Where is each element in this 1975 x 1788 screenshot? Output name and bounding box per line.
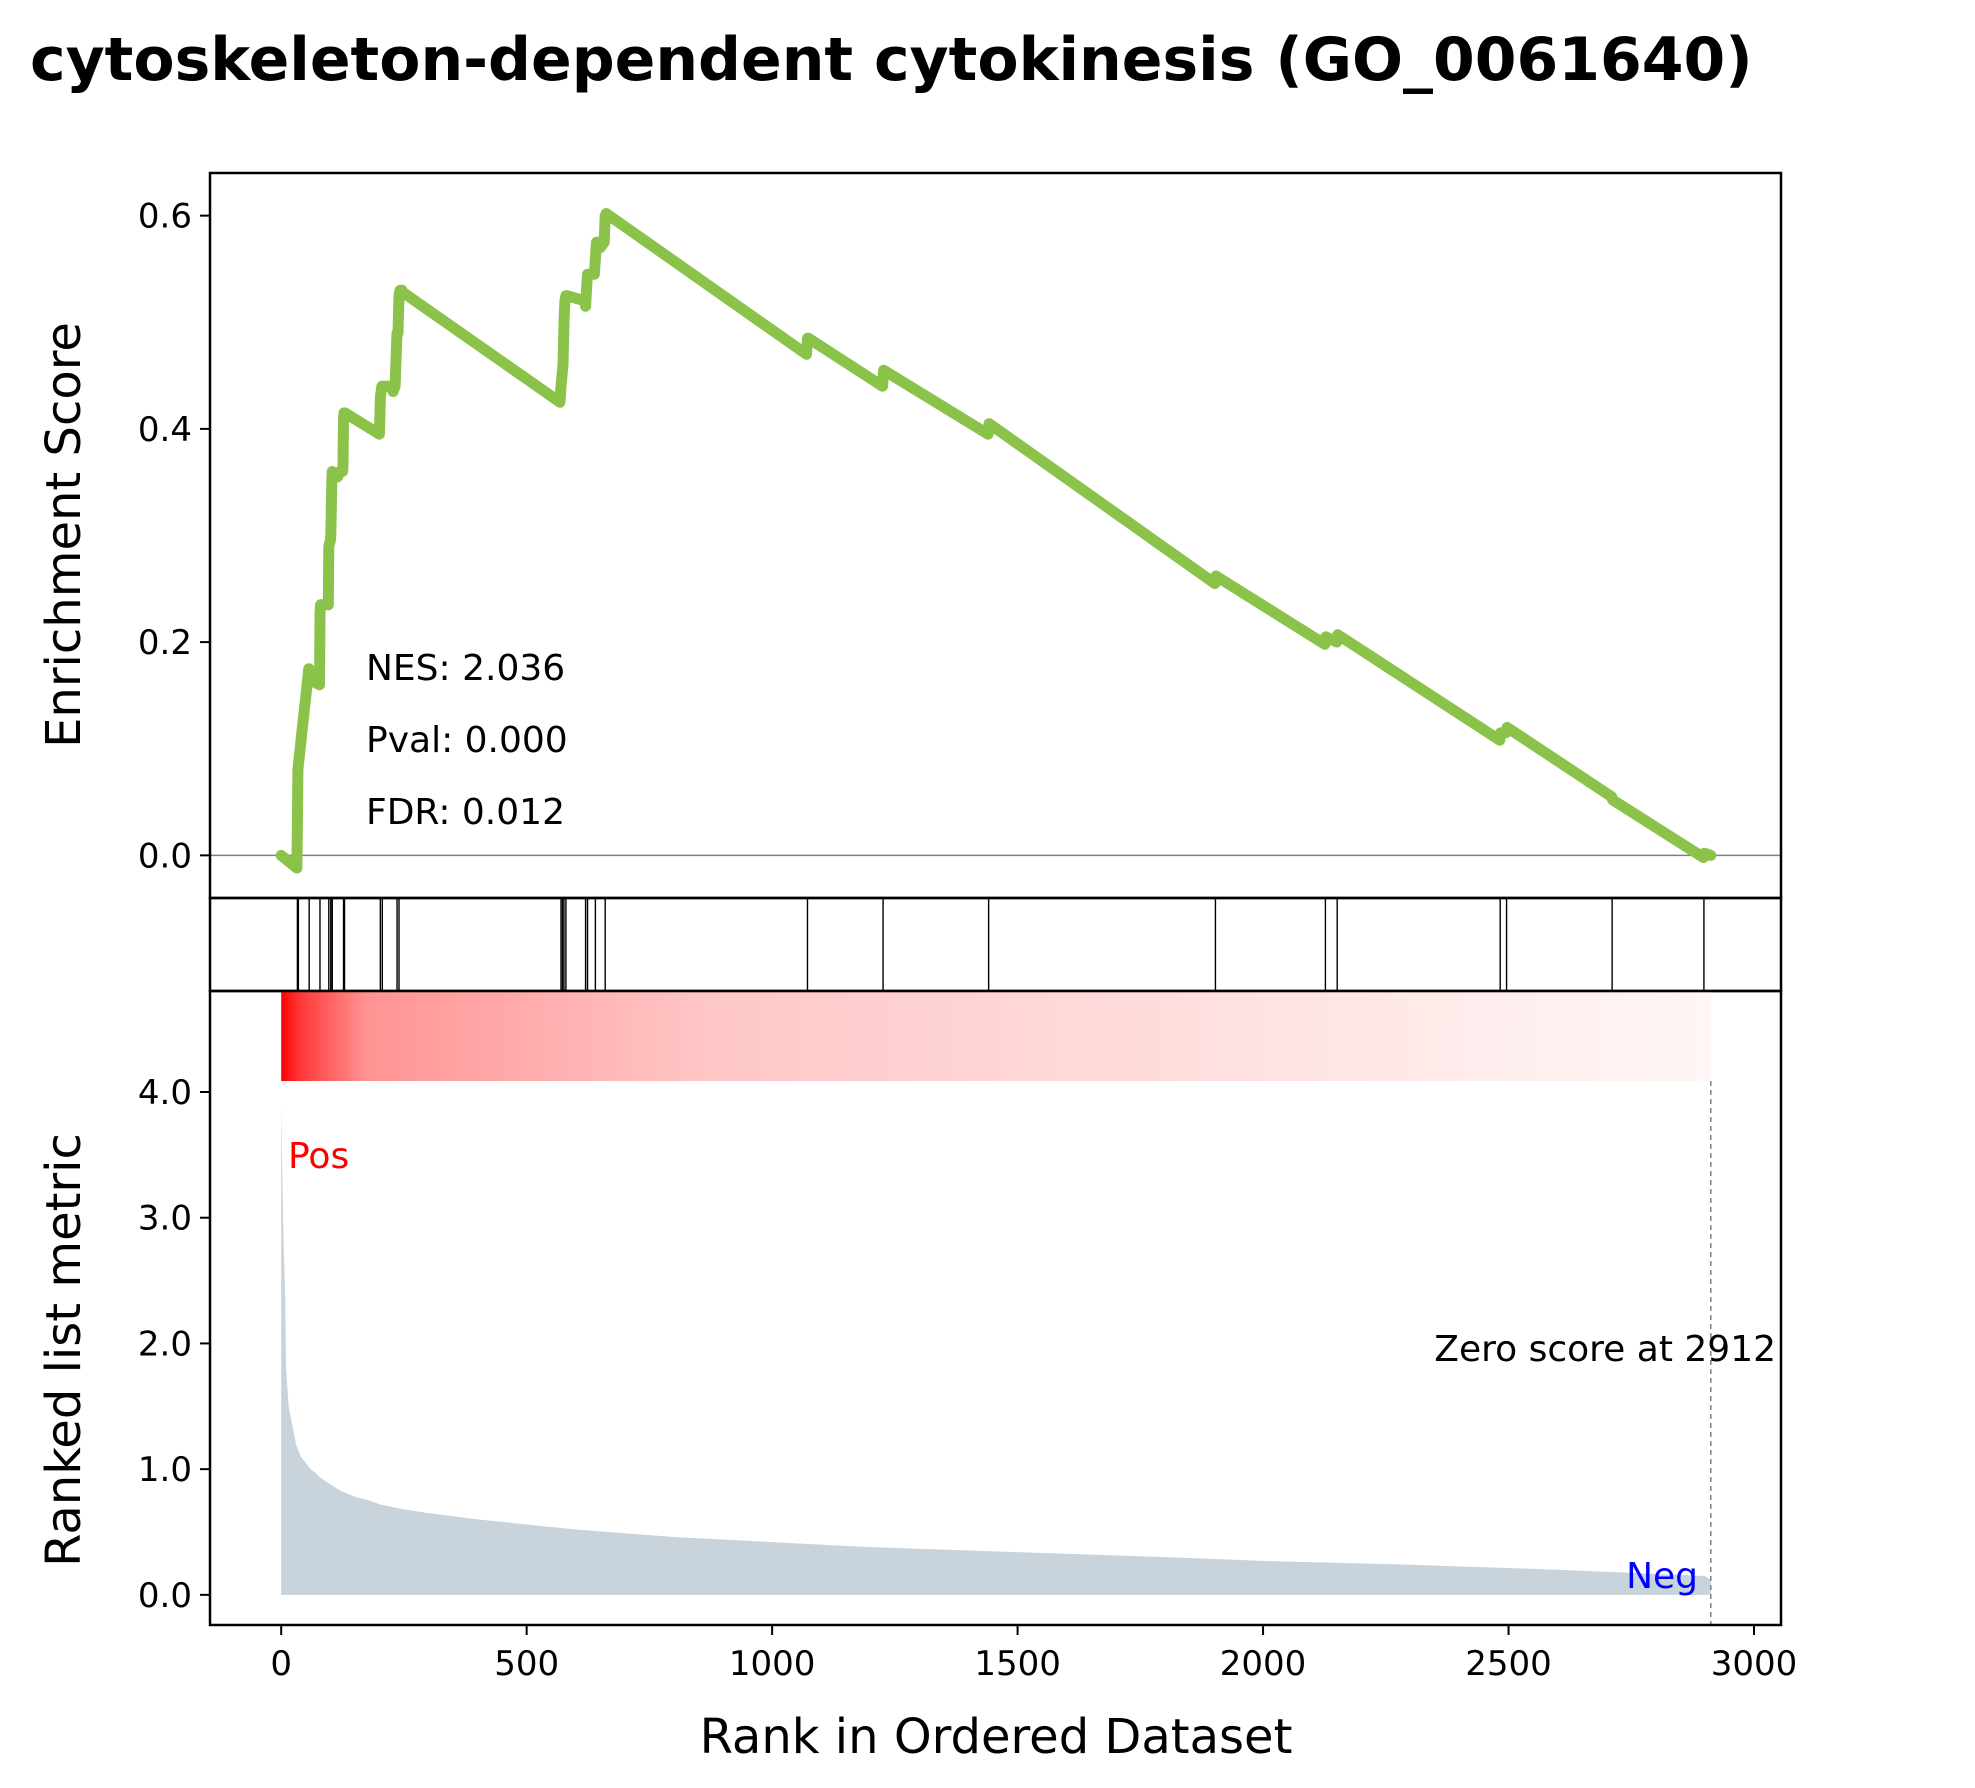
nes-stat: NES: 2.036 xyxy=(366,648,565,689)
es-y-tick-label: 0.2 xyxy=(138,623,192,663)
ranked-y-tick-label: 0.0 xyxy=(138,1576,192,1616)
x-axis-label: Rank in Ordered Dataset xyxy=(700,1709,1293,1765)
ranked-y-tick-label: 2.0 xyxy=(138,1324,192,1364)
gene-hits-panel xyxy=(208,896,1783,993)
x-tick-label: 2000 xyxy=(1220,1644,1307,1684)
ranked-y-tick-label: 1.0 xyxy=(138,1450,192,1490)
es-y-tick-label: 0.6 xyxy=(138,197,192,237)
neg-label: Neg xyxy=(1626,1556,1698,1597)
ranked-panel-frame xyxy=(208,989,1783,1627)
es-y-tick-label: 0.4 xyxy=(138,410,192,450)
ranked-metric-panel: Pos Neg Zero score at 2912 0.0 1.0 2.0 3.0 4… xyxy=(138,989,1783,1627)
zero-score-note: Zero score at 2912 xyxy=(1434,1329,1776,1370)
pos-label: Pos xyxy=(288,1136,349,1177)
fdr-stat: FDR: 0.012 xyxy=(366,792,565,833)
ranked-y-tick-label: 3.0 xyxy=(138,1199,192,1239)
es-y-axis-label: Enrichment Score xyxy=(36,322,92,748)
chart-title: cytoskeleton-dependent cytokinesis (GO_0… xyxy=(30,25,1753,95)
x-tick-label: 0 xyxy=(270,1644,292,1684)
ranked-y-ticks: 0.0 1.0 2.0 3.0 4.0 xyxy=(138,1073,210,1616)
es-curve xyxy=(275,208,1717,874)
ranked-y-tick-label: 4.0 xyxy=(138,1073,192,1113)
x-tick-label: 2500 xyxy=(1465,1644,1552,1684)
x-tick-label: 3000 xyxy=(1711,1644,1798,1684)
hits-panel-frame xyxy=(208,896,1783,993)
ranked-y-axis-label: Ranked list metric xyxy=(36,1133,92,1567)
x-tick-label: 500 xyxy=(494,1644,559,1684)
ranked-metric-area xyxy=(281,1104,1711,1595)
hit-lines xyxy=(296,898,1705,991)
x-axis-ticks: 0 500 1000 1500 2000 2500 3000 xyxy=(270,1625,1797,1684)
es-y-ticks: 0.0 0.2 0.4 0.6 xyxy=(138,197,210,876)
pval-stat: Pval: 0.000 xyxy=(366,720,568,761)
es-panel-frame xyxy=(208,171,1783,900)
x-tick-label: 1000 xyxy=(729,1644,816,1684)
x-tick-label: 1500 xyxy=(974,1644,1061,1684)
es-y-tick-label: 0.0 xyxy=(138,836,192,876)
rank-heatmap-bar xyxy=(281,991,1711,1081)
enrichment-score-panel: 0.0 0.2 0.4 0.6 NES: 2.036 Pval: 0.000 FDR:… xyxy=(138,171,1783,900)
